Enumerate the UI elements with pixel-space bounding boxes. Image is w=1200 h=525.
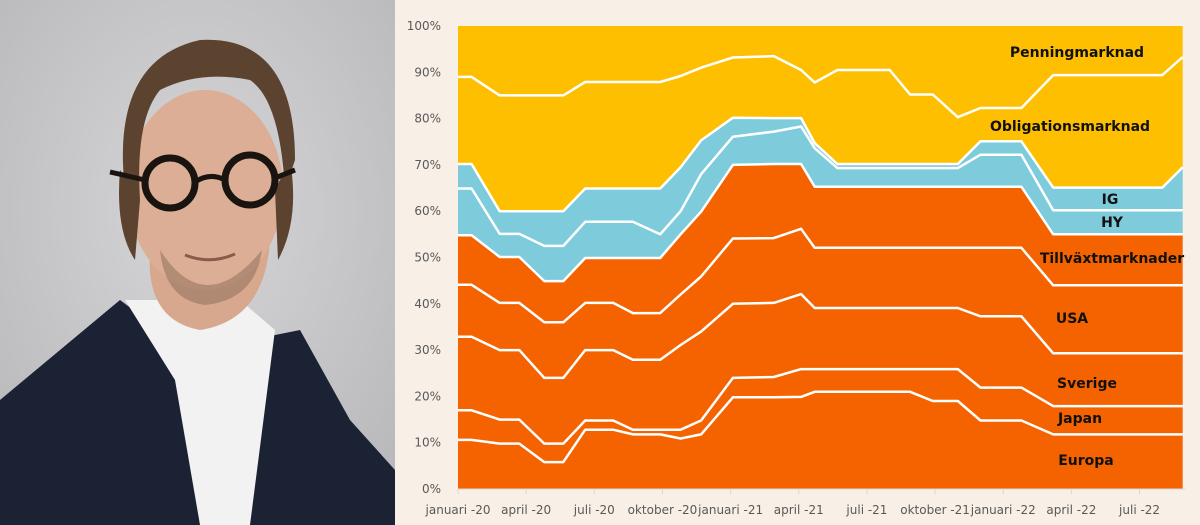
series-label: USA: [1056, 311, 1088, 327]
y-axis-ticks: 0% 10% 20% 30% 40% 50% 60% 70% 80% 90% 100%: [407, 19, 441, 496]
x-tick-label: april -21: [774, 503, 824, 517]
x-tick-label: januari -22: [970, 503, 1036, 517]
series-label: Europa: [1058, 453, 1114, 469]
y-tick-label: 30%: [414, 343, 441, 357]
y-tick-label: 0%: [422, 482, 441, 496]
boundary-line-japan: [458, 367, 1183, 445]
x-tick-label: juli -20: [573, 503, 615, 517]
y-tick-label: 80%: [414, 112, 441, 126]
boundary-line-europa: [458, 390, 1183, 464]
series-label: Obligationsmarknad: [990, 119, 1150, 135]
area-hy: [458, 126, 1183, 282]
area-tillväxtmarknader: [458, 164, 1183, 323]
boundary-line-tillväxtmarknader: [458, 162, 1183, 283]
y-tick-label: 10%: [414, 436, 441, 450]
series-label: Sverige: [1057, 376, 1117, 392]
y-tick-label: 70%: [414, 158, 441, 172]
series-label: HY: [1101, 215, 1124, 231]
boundary-line-sverige: [458, 292, 1183, 380]
x-axis-ticks: januari -20 april -20 juli -20 oktober -20 j…: [425, 489, 1160, 517]
area-penningmarknad: [458, 26, 1183, 118]
y-tick-label: 40%: [414, 297, 441, 311]
boundary-line-ig: [458, 116, 1184, 213]
boundary-line-usa: [458, 227, 1183, 324]
x-tick-label: juli -22: [1118, 503, 1160, 517]
boundary-line-hy: [458, 125, 1183, 248]
area-usa: [458, 228, 1183, 378]
y-tick-label: 100%: [407, 19, 441, 33]
series-label: IG: [1102, 192, 1119, 208]
area-japan: [458, 369, 1183, 463]
x-tick-label: april -20: [501, 503, 551, 517]
y-tick-label: 20%: [414, 389, 441, 403]
series-label: Tillväxtmarknader: [1040, 251, 1184, 267]
x-tick-label: juli -21: [845, 503, 887, 517]
area-obligationsmarknad: [458, 56, 1183, 212]
portrait-photo: [0, 0, 395, 525]
area-europa: [458, 391, 1183, 489]
x-tick-label: januari -20: [425, 503, 491, 517]
y-tick-label: 90%: [414, 65, 441, 79]
chart-areas: [458, 26, 1183, 489]
x-tick-label: januari -21: [697, 503, 763, 517]
y-tick-label: 50%: [414, 251, 441, 265]
chart-boundary-lines: [458, 54, 1184, 464]
y-tick-label: 60%: [414, 204, 441, 218]
area-ig: [458, 117, 1183, 246]
x-tick-label: april -22: [1046, 503, 1096, 517]
series-labels: Europa Japan Sverige USA Tillväxtmarknader HY…: [990, 45, 1184, 469]
series-label: Penningmarknad: [1010, 45, 1144, 61]
x-tick-label: oktober -21: [900, 503, 970, 517]
series-label: Japan: [1057, 411, 1102, 427]
boundary-line-obligationsmarknad: [458, 54, 1184, 119]
x-tick-label: oktober -20: [628, 503, 698, 517]
